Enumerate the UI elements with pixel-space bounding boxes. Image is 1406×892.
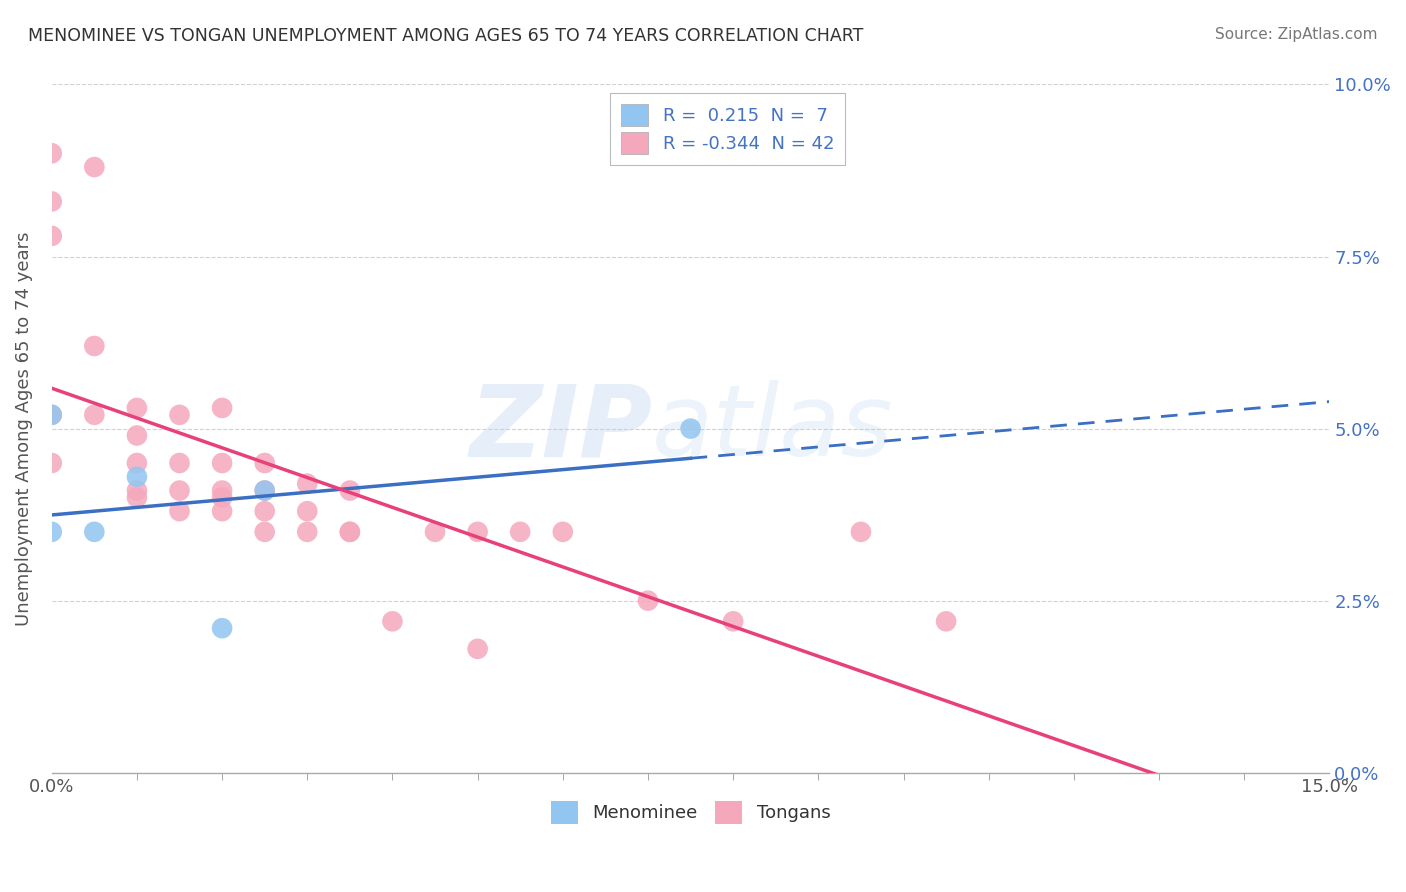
Point xyxy=(467,524,489,539)
Point xyxy=(339,524,361,539)
Point xyxy=(721,615,744,629)
Point xyxy=(509,524,531,539)
Point xyxy=(297,524,319,539)
Point xyxy=(169,456,191,470)
Point xyxy=(125,483,148,498)
Point xyxy=(551,524,574,539)
Point xyxy=(253,483,276,498)
Point xyxy=(41,194,63,209)
Point xyxy=(211,401,233,415)
Point xyxy=(125,401,148,415)
Point xyxy=(41,408,63,422)
Point xyxy=(935,615,957,629)
Legend: Menominee, Tongans: Menominee, Tongans xyxy=(541,792,839,832)
Point xyxy=(41,408,63,422)
Point xyxy=(83,524,105,539)
Point xyxy=(253,483,276,498)
Point xyxy=(125,428,148,442)
Point xyxy=(253,524,276,539)
Point xyxy=(83,339,105,353)
Point xyxy=(679,421,702,435)
Point xyxy=(41,524,63,539)
Point xyxy=(253,456,276,470)
Point xyxy=(211,491,233,505)
Point xyxy=(339,483,361,498)
Point xyxy=(297,504,319,518)
Point xyxy=(125,456,148,470)
Point xyxy=(253,504,276,518)
Point xyxy=(467,641,489,656)
Point xyxy=(211,504,233,518)
Point xyxy=(211,483,233,498)
Text: ZIP: ZIP xyxy=(470,380,652,477)
Text: Source: ZipAtlas.com: Source: ZipAtlas.com xyxy=(1215,27,1378,42)
Point xyxy=(83,408,105,422)
Point xyxy=(169,504,191,518)
Point xyxy=(423,524,446,539)
Text: MENOMINEE VS TONGAN UNEMPLOYMENT AMONG AGES 65 TO 74 YEARS CORRELATION CHART: MENOMINEE VS TONGAN UNEMPLOYMENT AMONG A… xyxy=(28,27,863,45)
Point xyxy=(849,524,872,539)
Point xyxy=(339,524,361,539)
Text: atlas: atlas xyxy=(652,380,894,477)
Point xyxy=(41,456,63,470)
Point xyxy=(41,146,63,161)
Point xyxy=(169,408,191,422)
Y-axis label: Unemployment Among Ages 65 to 74 years: Unemployment Among Ages 65 to 74 years xyxy=(15,231,32,626)
Point xyxy=(41,228,63,243)
Point xyxy=(169,483,191,498)
Point xyxy=(637,593,659,607)
Point xyxy=(381,615,404,629)
Point xyxy=(297,476,319,491)
Point xyxy=(211,456,233,470)
Point xyxy=(125,491,148,505)
Point xyxy=(211,621,233,635)
Point xyxy=(83,160,105,174)
Point xyxy=(125,469,148,483)
